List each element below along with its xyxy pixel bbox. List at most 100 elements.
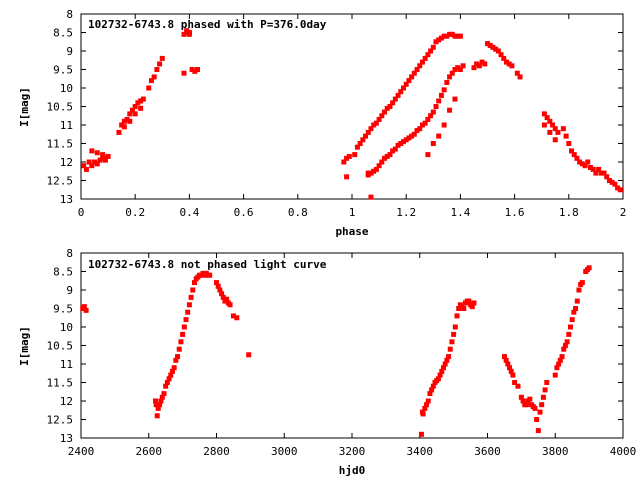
y-tick-label: 9.5 (53, 64, 73, 77)
data-point (97, 157, 103, 163)
data-point (157, 402, 163, 408)
data-point (566, 141, 572, 146)
data-point (417, 63, 423, 69)
data-point (564, 339, 570, 345)
data-point (598, 170, 604, 176)
data-point (105, 153, 111, 159)
data-point (585, 159, 591, 165)
data-point (418, 431, 424, 437)
data-point (441, 33, 447, 39)
data-point (447, 346, 453, 352)
y-tick-label: 8.5 (53, 266, 73, 279)
data-point (503, 59, 509, 65)
data-point (382, 155, 388, 161)
phased-panel: 0 0.2 0.4 0.6 0.8 1 1.2 1.4 1.6 1.8 2 8 8.5 9 9.5 10 10.… (18, 8, 626, 238)
data-point (547, 129, 553, 135)
data-point (357, 141, 363, 146)
data-point (422, 120, 428, 126)
data-point (382, 109, 388, 115)
data-point (132, 111, 138, 117)
data-point (425, 52, 431, 58)
data-point (439, 368, 445, 374)
data-point (166, 376, 172, 382)
data-point (219, 291, 225, 297)
data-point (544, 380, 550, 385)
data-point (493, 46, 499, 52)
data-point (411, 70, 417, 76)
data-point (490, 44, 496, 50)
data-point (155, 405, 161, 411)
data-point (100, 152, 106, 158)
data-point (561, 346, 567, 352)
axes: 2400 2600 2800 3000 3200 3400 3600 3800 4000 8 8.5… (47, 247, 637, 458)
data-point (479, 59, 485, 65)
data-point (430, 109, 436, 115)
data-point (169, 368, 175, 374)
data-point (94, 150, 100, 156)
x-axis-label: phase (335, 225, 368, 238)
data-point (612, 181, 618, 187)
data-point (429, 387, 435, 393)
data-point (207, 272, 213, 278)
data-point (191, 280, 197, 286)
data-point (400, 85, 406, 91)
data-point (552, 137, 558, 143)
data-point (146, 85, 152, 91)
data-point (576, 287, 582, 293)
data-point (168, 372, 174, 378)
x-tick-label: 2 (620, 206, 627, 219)
data-point (376, 163, 382, 169)
data-point (138, 105, 144, 111)
y-tick-label: 9.5 (53, 303, 73, 316)
data-point (512, 380, 518, 385)
y-tick-label: 8 (66, 247, 73, 260)
data-point (563, 133, 569, 139)
data-point (195, 67, 201, 72)
data-point (552, 372, 558, 378)
data-point (127, 118, 133, 124)
data-point (344, 155, 350, 161)
data-point (447, 31, 453, 37)
data-point (341, 159, 347, 165)
data-point (474, 61, 480, 67)
x-tick-label: 0 (78, 206, 85, 219)
data-point (442, 361, 448, 367)
data-point (184, 30, 190, 35)
data-point (154, 67, 160, 72)
data-point (379, 159, 385, 165)
data-point (435, 376, 441, 382)
data-series (80, 265, 592, 437)
data-point (159, 55, 165, 61)
x-tick-label: 3000 (271, 445, 298, 458)
data-point (121, 118, 127, 124)
data-point (384, 105, 390, 111)
data-point (541, 122, 547, 128)
y-tick-label: 13 (60, 193, 73, 206)
data-point (173, 357, 179, 363)
data-point (571, 309, 577, 315)
y-tick-label: 10 (60, 82, 73, 95)
data-point (487, 42, 493, 48)
data-point (501, 354, 507, 360)
data-point (552, 126, 558, 132)
data-point (406, 78, 412, 84)
data-point (185, 309, 191, 315)
data-point (92, 159, 98, 165)
data-point (452, 67, 458, 72)
x-tick-label: 2400 (68, 445, 95, 458)
data-point (579, 161, 585, 167)
x-tick-label: 3200 (339, 445, 366, 458)
data-point (509, 63, 515, 69)
chart-title: 102732-6743.8 not phased light curve (88, 258, 327, 271)
data-point (346, 153, 352, 159)
y-tick-label: 10.5 (47, 340, 74, 353)
data-point (180, 331, 186, 337)
data-point (587, 165, 593, 171)
data-point (390, 148, 396, 154)
y-tick-label: 11 (60, 119, 73, 132)
data-point (387, 104, 393, 109)
data-point (574, 155, 580, 161)
data-series (81, 28, 623, 200)
data-point (457, 67, 463, 72)
data-point (433, 39, 439, 45)
